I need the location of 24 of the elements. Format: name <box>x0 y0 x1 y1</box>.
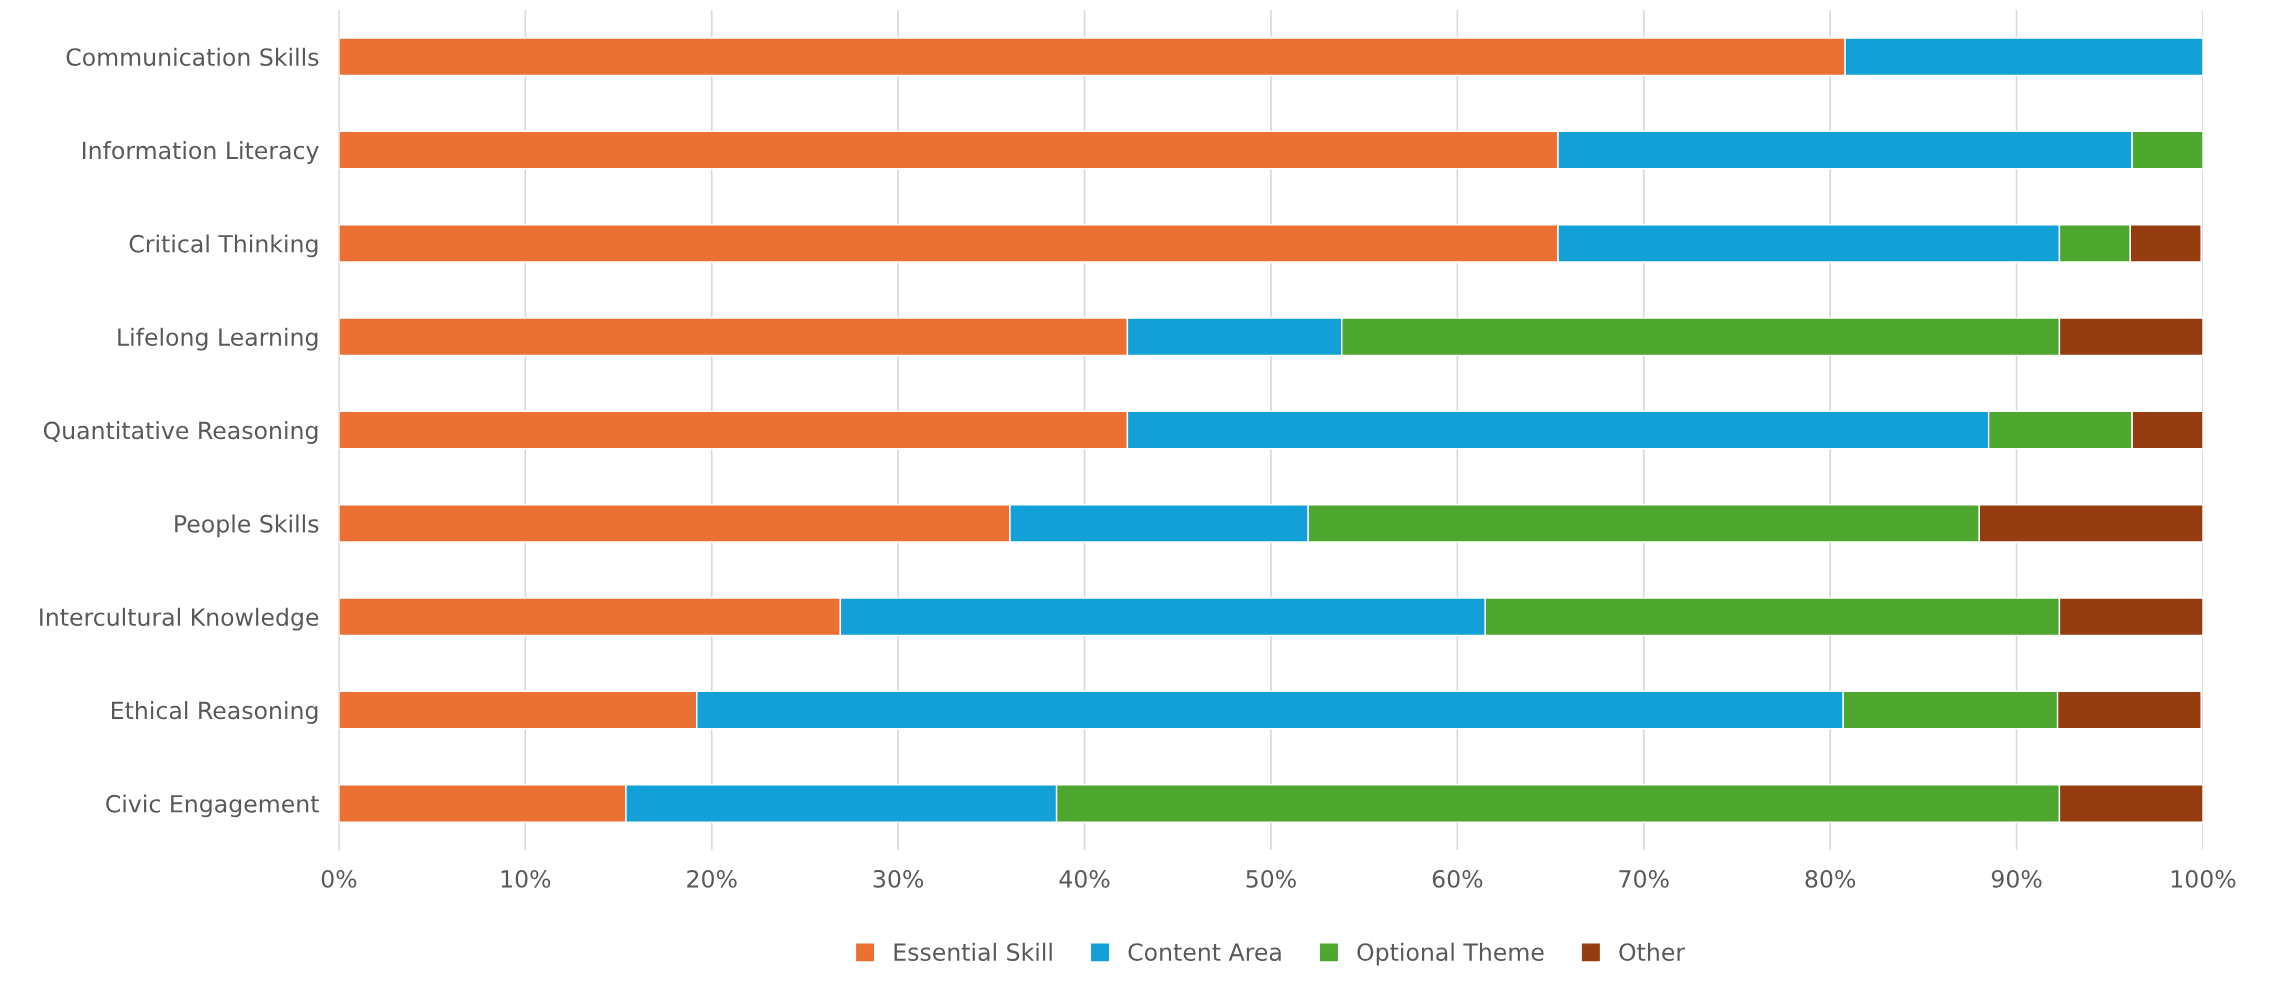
x-tick-label: 10% <box>501 869 551 888</box>
x-tick-label: 100% <box>2171 869 2236 888</box>
y-tick-label: Lifelong Learning <box>118 327 318 351</box>
x-tick-label: 50% <box>1246 869 1296 888</box>
y-tick-label: Communication Skills <box>66 47 319 67</box>
x-tick-label: 90% <box>1991 869 2042 888</box>
legend-label: Content Area <box>1128 943 1281 961</box>
y-tick-label: Intercultural Knowledge <box>40 607 319 631</box>
x-tick-label: 80% <box>1805 869 1856 888</box>
x-tick-label: 20% <box>687 869 737 888</box>
x-tick-label: 30% <box>873 869 924 888</box>
x-tick-label: 70% <box>1619 869 1669 888</box>
x-tick-label: 40% <box>1059 869 1110 888</box>
legend-label: Other <box>1619 942 1686 961</box>
y-tick-label: Quantitative Reasoning <box>43 421 318 444</box>
legend-label: Essential Skill <box>894 942 1052 961</box>
y-tick-label: People Skills <box>175 514 319 538</box>
x-tick-label: 0% <box>321 869 357 888</box>
y-tick-label: Ethical Reasoning <box>112 701 318 724</box>
y-tick-label: Civic Engagement <box>106 794 319 818</box>
y-tick-label: Information Literacy <box>82 141 319 164</box>
x-tick-label: 60% <box>1432 869 1483 888</box>
legend-label: Optional Theme <box>1357 942 1544 966</box>
y-tick-label: Critical Thinking <box>129 234 318 258</box>
